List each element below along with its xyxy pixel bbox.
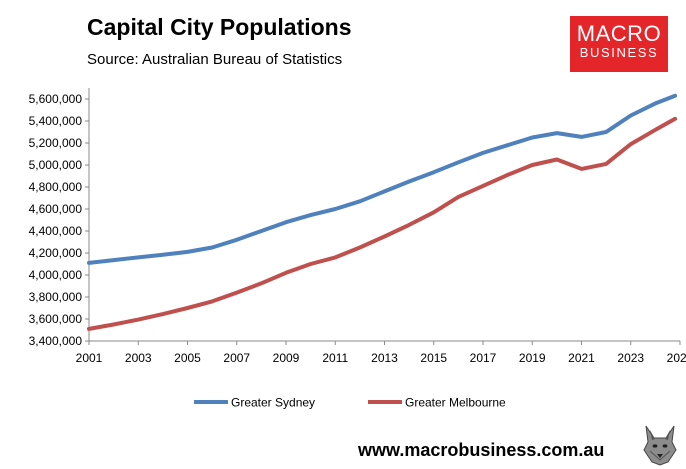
y-tick-label: 3,600,000	[29, 312, 83, 326]
y-tick-label: 4,400,000	[29, 224, 83, 238]
x-tick-label: 2021	[568, 351, 595, 365]
macrobusiness-logo: MACRO BUSINESS	[570, 16, 668, 72]
wolf-icon	[640, 424, 680, 466]
legend-greater-sydney-label: Greater Sydney	[231, 396, 315, 410]
y-tick-label: 4,800,000	[29, 180, 83, 194]
y-tick-label: 3,400,000	[29, 334, 83, 348]
logo-line-business: BUSINESS	[579, 45, 659, 60]
y-tick-label: 4,000,000	[29, 268, 83, 282]
y-tick-label: 5,400,000	[29, 114, 83, 128]
x-tick-label: 2017	[470, 351, 497, 365]
series-line-greater-sydney	[87, 93, 678, 265]
x-tick-label: 2007	[223, 351, 250, 365]
x-tick-label: 2003	[125, 351, 152, 365]
x-tick-label: 2001	[76, 351, 103, 365]
x-tick-label: 2013	[371, 351, 398, 365]
footer-url: www.macrobusiness.com.au	[358, 440, 605, 460]
x-tick-label: 2011	[322, 351, 348, 365]
x-tick-label: 2019	[519, 351, 546, 365]
y-tick-label: 5,000,000	[29, 158, 83, 172]
x-tick-label: 2009	[273, 351, 300, 365]
y-tick-label: 5,200,000	[29, 136, 83, 150]
x-tick-label: 2023	[617, 351, 644, 365]
chart-title: Capital City Populations	[87, 14, 352, 40]
series-line-greater-melbourne	[87, 116, 678, 331]
y-tick-label: 5,600,000	[29, 92, 83, 106]
chart-subtitle: Source: Australian Bureau of Statistics	[87, 51, 343, 68]
x-tick-label: 2015	[420, 351, 447, 365]
y-tick-label: 4,600,000	[29, 202, 83, 216]
y-tick-label: 3,800,000	[29, 290, 83, 304]
y-tick-label: 4,200,000	[29, 246, 83, 260]
x-tick-label: 2025	[667, 351, 686, 365]
x-tick-label: 2005	[174, 351, 201, 365]
legend-greater-melbourne-label: Greater Melbourne	[405, 396, 506, 410]
logo-line-macro: MACRO	[576, 21, 662, 46]
